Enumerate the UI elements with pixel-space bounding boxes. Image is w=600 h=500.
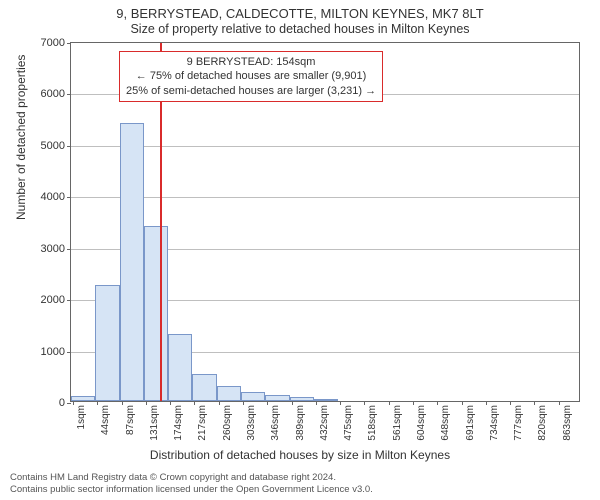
histogram-bar [265,395,289,401]
annotation-line2: ← 75% of detached houses are smaller (9,… [126,69,376,83]
x-tick-label: 303sqm [246,405,257,441]
histogram-bar [290,397,314,401]
x-tick-label: 777sqm [513,405,524,441]
x-tick-label: 648sqm [440,405,451,441]
chart-container: 9, BERRYSTEAD, CALDECOTTE, MILTON KEYNES… [0,0,600,500]
x-tick-label: 131sqm [149,405,160,441]
histogram-bar [120,123,144,401]
y-tick-label: 5000 [41,140,65,152]
x-axis-label: Distribution of detached houses by size … [0,448,600,462]
footer-line1: Contains HM Land Registry data © Crown c… [10,472,373,484]
y-tick-label: 2000 [41,294,65,306]
y-tick-label: 1000 [41,346,65,358]
annotation-box: 9 BERRYSTEAD: 154sqm← 75% of detached ho… [119,51,383,102]
x-tick-label: 174sqm [173,405,184,441]
grid-line [71,197,579,198]
x-tick-mark [122,401,123,405]
histogram-bar [192,374,216,401]
x-tick-label: 260sqm [222,405,233,441]
x-tick-label: 44sqm [100,405,111,435]
y-tick-mark [67,352,71,353]
histogram-bar [95,285,119,401]
y-tick-mark [67,249,71,250]
plot-wrap: 010002000300040005000600070001sqm44sqm87… [70,42,580,402]
histogram-bar [217,386,241,401]
footer-line2: Contains public sector information licen… [10,484,373,496]
x-tick-label: 475sqm [343,405,354,441]
y-tick-label: 3000 [41,243,65,255]
x-tick-label: 691sqm [465,405,476,441]
y-tick-mark [67,94,71,95]
x-tick-mark [389,401,390,405]
x-tick-label: 734sqm [489,405,500,441]
x-tick-label: 863sqm [562,405,573,441]
x-tick-mark [292,401,293,405]
x-tick-mark [510,401,511,405]
histogram-bar [241,392,265,401]
x-tick-mark [534,401,535,405]
annotation-line3: 25% of semi-detached houses are larger (… [126,84,376,98]
y-tick-label: 7000 [41,37,65,49]
x-tick-mark [340,401,341,405]
histogram-bar [144,226,168,401]
x-tick-mark [97,401,98,405]
grid-line [71,146,579,147]
histogram-bar [314,399,338,401]
x-tick-mark [437,401,438,405]
footer: Contains HM Land Registry data © Crown c… [10,472,373,496]
histogram-bar [71,396,95,401]
x-tick-label: 561sqm [392,405,403,441]
y-tick-label: 6000 [41,88,65,100]
y-axis-label: Number of detached properties [14,55,28,220]
x-tick-mark [462,401,463,405]
y-tick-label: 0 [59,397,65,409]
x-tick-label: 346sqm [270,405,281,441]
x-tick-mark [73,401,74,405]
chart-title-main: 9, BERRYSTEAD, CALDECOTTE, MILTON KEYNES… [0,0,600,21]
x-tick-mark [170,401,171,405]
x-tick-mark [559,401,560,405]
histogram-bar [168,334,192,401]
x-tick-label: 518sqm [367,405,378,441]
x-tick-mark [243,401,244,405]
x-tick-mark [267,401,268,405]
x-tick-mark [316,401,317,405]
y-tick-mark [67,300,71,301]
y-tick-mark [67,146,71,147]
x-tick-mark [146,401,147,405]
x-tick-mark [413,401,414,405]
x-tick-mark [219,401,220,405]
x-tick-mark [194,401,195,405]
x-tick-label: 432sqm [319,405,330,441]
x-tick-label: 604sqm [416,405,427,441]
x-tick-mark [364,401,365,405]
x-tick-label: 1sqm [76,405,87,429]
y-tick-label: 4000 [41,191,65,203]
chart-title-sub: Size of property relative to detached ho… [0,21,600,36]
x-tick-mark [486,401,487,405]
plot-area: 010002000300040005000600070001sqm44sqm87… [70,42,580,402]
y-tick-mark [67,197,71,198]
y-tick-mark [67,43,71,44]
x-tick-label: 87sqm [125,405,136,435]
x-tick-label: 389sqm [295,405,306,441]
x-tick-label: 217sqm [197,405,208,441]
y-tick-mark [67,403,71,404]
x-tick-label: 820sqm [537,405,548,441]
annotation-line1: 9 BERRYSTEAD: 154sqm [126,55,376,69]
